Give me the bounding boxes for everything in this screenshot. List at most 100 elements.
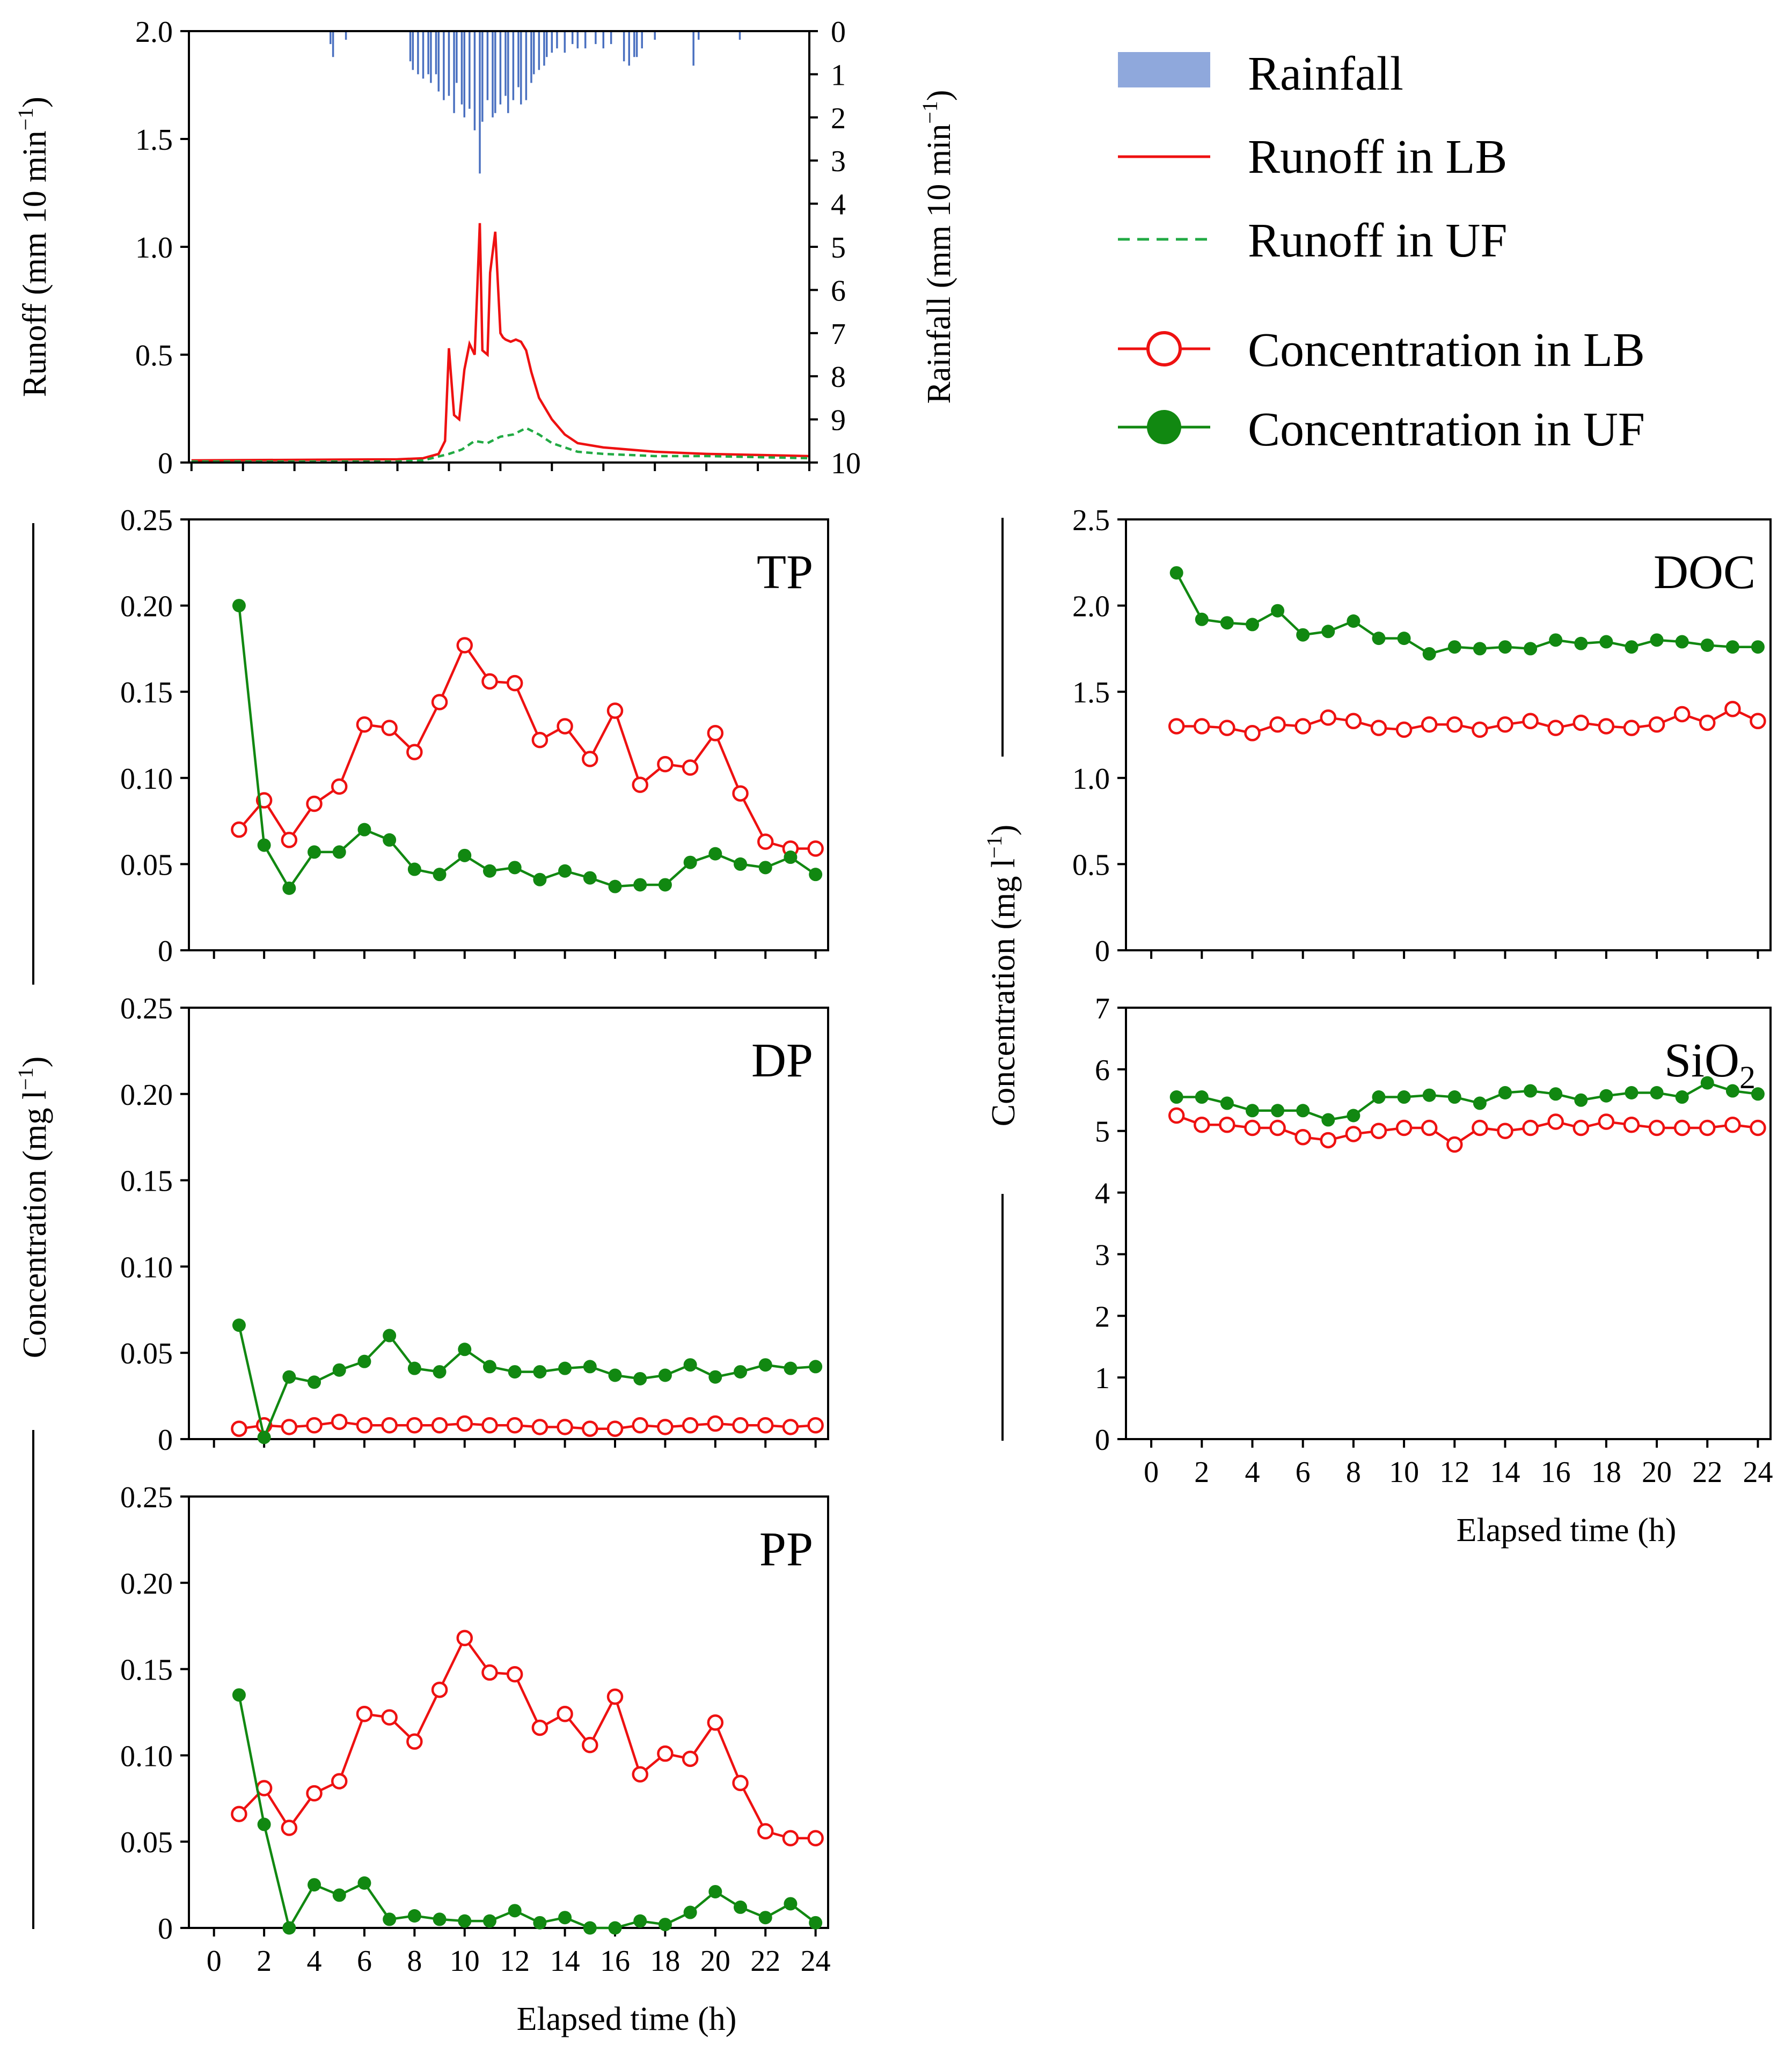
point-uf [1751, 640, 1765, 654]
point-uf [308, 1375, 321, 1389]
point-uf [683, 855, 697, 869]
point-uf [383, 1329, 397, 1343]
point-lb [782, 1830, 799, 1847]
point-lb [1194, 718, 1210, 735]
runoff-line-lb [191, 223, 810, 462]
plot-frame [1125, 518, 1772, 951]
y-tick-label: 5 [1095, 1116, 1110, 1149]
shared-ylabel-right: Concentration (mg l−1) [982, 518, 1022, 1441]
rainfall-ylabel-end: ) [921, 90, 957, 101]
point-uf [332, 1363, 346, 1377]
point-uf [1245, 618, 1259, 632]
series-line-lb [239, 1420, 816, 1430]
series-line-lb [1176, 1114, 1758, 1146]
point-lb [1244, 725, 1261, 742]
point-uf [1625, 640, 1639, 654]
x-tick-label: 12 [1439, 1456, 1469, 1489]
point-lb [782, 1419, 799, 1435]
y2-tick-label: 6 [831, 274, 846, 307]
point-uf [232, 599, 246, 613]
point-uf [332, 1888, 346, 1902]
point-lb [1547, 720, 1564, 736]
point-lb [606, 1688, 624, 1705]
rainfall-ylabel: Rainfall (mm 10 min−1) [918, 90, 957, 404]
point-uf [482, 864, 496, 878]
y-tick-label: 0 [158, 935, 173, 968]
point-uf [784, 1361, 798, 1375]
point-uf [558, 1911, 572, 1925]
point-uf [758, 1911, 772, 1925]
point-lb [707, 1714, 724, 1731]
point-uf [1372, 632, 1386, 646]
point-uf [1296, 628, 1310, 642]
point-uf [809, 1916, 823, 1930]
point-uf [1321, 625, 1335, 639]
point-lb [1345, 713, 1362, 730]
point-uf [1422, 1088, 1436, 1102]
point-uf [708, 847, 722, 861]
point-uf [407, 862, 421, 876]
point-lb [1648, 716, 1665, 733]
y-tick-label: 0.25 [120, 504, 173, 537]
point-uf [1447, 640, 1461, 654]
legend-conc-lb-marker [1146, 331, 1182, 366]
point-lb [1497, 716, 1513, 733]
x-tick-label: 8 [407, 1945, 422, 1978]
point-lb [807, 840, 824, 857]
point-lb [1194, 1116, 1210, 1133]
point-lb [306, 795, 323, 812]
point-lb [381, 1709, 398, 1726]
point-uf [482, 1360, 496, 1374]
point-uf [1473, 642, 1487, 656]
y-tick-label: 3 [1095, 1238, 1110, 1272]
y-tick-label: 0.10 [120, 762, 173, 796]
point-lb [1219, 1116, 1235, 1133]
point-uf [1220, 616, 1234, 630]
point-uf [708, 1884, 722, 1898]
point-lb [1547, 1113, 1564, 1130]
point-uf [508, 1365, 522, 1379]
y2-tick-label: 2 [831, 102, 846, 135]
point-lb [1269, 716, 1286, 733]
point-uf [1549, 1087, 1563, 1101]
point-uf [633, 878, 647, 892]
panel-title: PP [759, 1523, 813, 1576]
point-uf [508, 861, 522, 875]
x-tick-label: 2 [1194, 1456, 1209, 1489]
rainfall-ylabel-text: Rainfall (mm 10 min [921, 124, 957, 404]
point-lb [682, 759, 699, 776]
point-uf [433, 1912, 447, 1926]
point-uf [407, 1361, 421, 1375]
point-lb [456, 637, 473, 654]
y-tick-label: 0.05 [120, 1337, 173, 1370]
point-uf [508, 1904, 522, 1918]
point-lb [456, 1415, 473, 1432]
x-tick-label: 14 [1490, 1456, 1520, 1489]
point-uf [708, 1370, 722, 1384]
y-tick-label: 0.05 [120, 848, 173, 882]
point-uf [1347, 614, 1361, 628]
point-lb [431, 1681, 448, 1698]
point-lb [531, 1419, 548, 1435]
y-tick-label: 0.5 [1072, 848, 1110, 882]
point-lb [1623, 1116, 1640, 1133]
point-lb [1395, 721, 1413, 738]
point-uf [1700, 638, 1714, 652]
point-lb [1446, 716, 1463, 733]
y-tick-label: 0.25 [120, 1481, 173, 1514]
point-uf [433, 868, 447, 882]
point-lb [1598, 718, 1615, 735]
point-uf [1675, 1090, 1689, 1104]
x-tick-label: 12 [500, 1945, 530, 1978]
point-uf [332, 845, 346, 859]
runoff-ylabel-sup: −1 [13, 108, 38, 131]
point-lb [356, 1705, 373, 1722]
x-tick-label: 24 [1743, 1456, 1773, 1489]
legend-conc-uf-marker [1147, 410, 1181, 444]
point-lb [1472, 1119, 1488, 1136]
point-lb [406, 1733, 423, 1750]
y-tick-label: 0.15 [120, 1654, 173, 1687]
point-lb [1294, 718, 1311, 735]
panel-title: TP [757, 546, 813, 599]
point-uf [1599, 635, 1613, 649]
